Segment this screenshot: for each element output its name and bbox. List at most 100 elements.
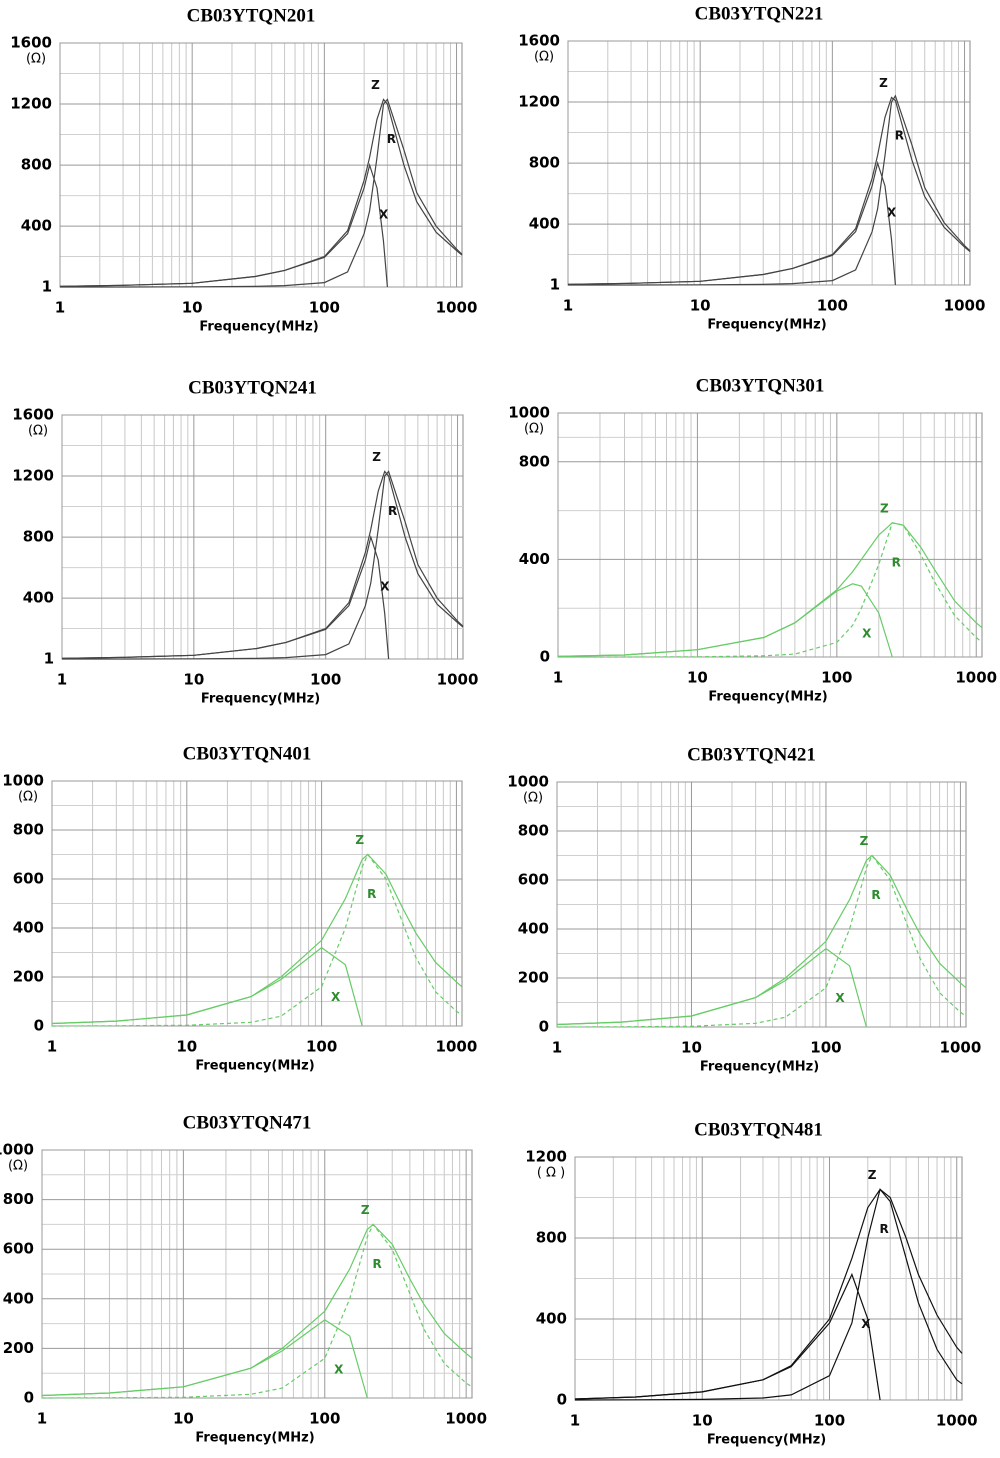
chart: 1 10 100 100002004006008001000(Ω)CB03YTQN40… (2, 743, 477, 1073)
chart: 1 10 100 100004008001000(Ω)CB03YTQN301Frequ… (508, 375, 997, 704)
x-axis-label: Frequency(MHz) (199, 320, 318, 335)
y-tick-label: 0 (540, 648, 550, 666)
y-tick-label: 400 (518, 920, 549, 938)
y-tick-label: 1000 (508, 404, 550, 422)
curve-label: R (892, 555, 901, 569)
x-tick-label: 100 (306, 1038, 337, 1056)
curve-label: Z (860, 834, 869, 848)
curve (556, 947, 867, 1028)
y-tick-label: 800 (536, 1229, 567, 1247)
curve-label: X (331, 990, 341, 1004)
chart: 1 10 100 1000 1 400 800 1200 1600(Ω) CB03YTQN201 F… (10, 5, 477, 334)
y-tick-label: 1000 (2, 772, 44, 790)
curve (574, 1272, 881, 1401)
curve-label: Z (879, 76, 888, 90)
chart: 1 10 100 1000 1 400 800 1200 1600(Ω) CB03YTQN241 F… (12, 377, 478, 706)
y-tick-label: 1000 (507, 773, 549, 791)
curve (556, 854, 967, 1028)
curve-label: X (835, 991, 845, 1005)
chart-title: CB03YTQN401 (183, 743, 312, 764)
curve (41, 1223, 473, 1399)
curve-label: R (879, 1222, 888, 1236)
x-tick-label: 1 (570, 1412, 580, 1430)
curve (568, 94, 971, 286)
x-tick-label: 10 (173, 1410, 194, 1428)
x-tick-label: 100 (814, 1412, 845, 1430)
x-tick-label: 100 (821, 669, 852, 687)
x-tick-label: 1000 (437, 671, 479, 689)
y-tick-label: 1600 (518, 32, 560, 50)
curve (61, 534, 390, 660)
y-tick-label: 400 (519, 550, 550, 568)
y-tick-label: 1200 (525, 1148, 567, 1166)
curve (51, 946, 363, 1027)
y-tick-label: 1600 (10, 34, 52, 52)
curve-label: Z (361, 1203, 370, 1217)
y-unit: (Ω) (26, 52, 46, 67)
curve-label: Z (372, 450, 381, 464)
x-tick-label: 10 (182, 299, 203, 317)
y-tick-label: 800 (3, 1190, 34, 1208)
x-tick-label: 1 (563, 297, 573, 315)
x-tick-label: 1000 (436, 299, 478, 317)
x-axis-label: Frequency(MHz) (707, 1433, 826, 1448)
y-tick-label: 400 (21, 217, 52, 235)
curve (557, 583, 893, 658)
curve (59, 162, 388, 288)
y-tick-label: 1000 (0, 1141, 34, 1159)
y-tick-label: 0 (557, 1391, 567, 1409)
y-tick-label: 800 (518, 822, 549, 840)
y-tick-label: 600 (13, 870, 44, 888)
y-tick-label: 1 (550, 276, 560, 294)
y-tick-label: 200 (3, 1339, 34, 1357)
y-tick-label: 200 (518, 969, 549, 987)
x-tick-label: 10 (687, 669, 708, 687)
curve (51, 853, 463, 1027)
curve-label: X (380, 580, 390, 594)
x-tick-label: 10 (183, 671, 204, 689)
y-tick-label: 200 (13, 968, 44, 986)
chart: 110100100002004006008001000(Ω)CB03YTQN47… (0, 1112, 487, 1445)
curve-label: Z (868, 1168, 877, 1182)
x-tick-label: 1 (552, 1039, 562, 1057)
y-tick-label: 1200 (12, 467, 54, 485)
y-unit: (Ω) (8, 1159, 28, 1174)
x-tick-label: 1 (47, 1038, 57, 1056)
y-tick-label: 400 (23, 589, 54, 607)
y-unit: (Ω) (18, 790, 38, 805)
x-tick-label: 100 (817, 297, 848, 315)
chart-title: CB03YTQN471 (183, 1112, 312, 1133)
curve (60, 98, 463, 288)
curve-label: Z (880, 501, 889, 515)
x-axis-label: Frequency(MHz) (708, 690, 827, 705)
y-tick-label: 800 (21, 156, 52, 174)
y-tick-label: 600 (518, 871, 549, 889)
curve-label: Z (355, 833, 364, 847)
x-tick-label: 100 (309, 1410, 340, 1428)
x-axis-label: Frequency(MHz) (201, 692, 320, 707)
x-tick-label: 1000 (445, 1410, 487, 1428)
chart: 1 10 100 1000 1 400 800 1200 1600(Ω) CB03YTQN221 F… (518, 3, 985, 332)
x-tick-label: 100 (309, 299, 340, 317)
y-tick-label: 400 (3, 1289, 34, 1307)
x-tick-label: 1000 (940, 1039, 982, 1057)
y-tick-label: 0 (24, 1389, 34, 1407)
x-tick-label: 1000 (944, 297, 986, 315)
chart-title: CB03YTQN301 (696, 375, 825, 396)
x-tick-label: 1000 (936, 1412, 978, 1430)
curve-label: Z (371, 78, 380, 92)
chart: 1 10 100 100002004006008001000(Ω)CB03YTQN42… (507, 744, 981, 1074)
curve (62, 470, 464, 660)
y-tick-label: 800 (13, 821, 44, 839)
x-tick-label: 10 (692, 1412, 713, 1430)
y-unit: ( Ω ) (537, 1166, 565, 1181)
chart-title: CB03YTQN481 (694, 1119, 823, 1140)
x-axis-label: Frequency(MHz) (707, 318, 826, 333)
x-tick-label: 10 (690, 297, 711, 315)
y-unit: (Ω) (28, 424, 48, 439)
curve-label: X (334, 1362, 344, 1376)
curve-label: R (895, 128, 904, 142)
y-tick-label: 1 (44, 650, 54, 668)
x-tick-label: 1000 (955, 669, 997, 687)
